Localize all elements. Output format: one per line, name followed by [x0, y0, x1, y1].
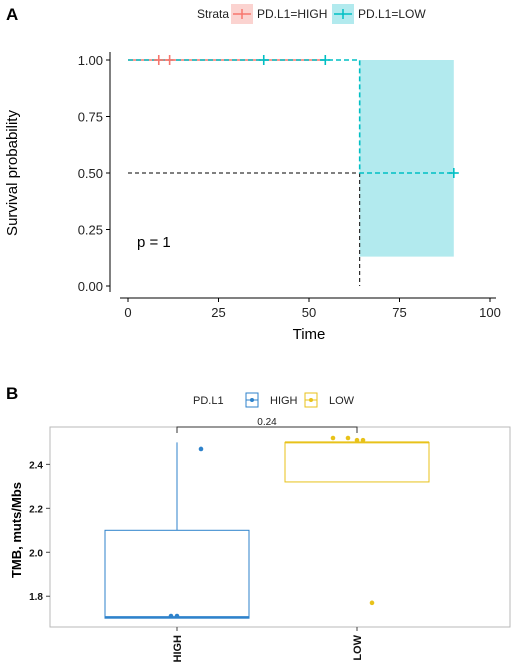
data-point-1 [345, 435, 351, 441]
y-tick-label-0: 1.8 [29, 592, 43, 603]
x-tick-label-1: LOW [352, 634, 364, 660]
y-tick-label-2: 0.50 [78, 166, 103, 181]
x-axis-label: Time [293, 326, 326, 343]
comparison-label: 0.24 [257, 417, 277, 428]
legend-label-0: HIGH [270, 395, 298, 407]
box-high [104, 442, 250, 619]
survival-curve-1 [128, 59, 454, 174]
legend-label-0: PD.L1=HIGH [257, 7, 327, 21]
box-body [284, 441, 430, 483]
y-axis-label: TMB, muts/Mbs [9, 482, 24, 578]
y-tick-label-0: 0.00 [78, 279, 103, 294]
plot-frame [49, 426, 511, 628]
legend-title: Strata [197, 7, 229, 21]
x-tick-label-1: 25 [211, 305, 225, 320]
censor-mark-0-0 [153, 55, 164, 65]
x-tick-label-3: 75 [392, 305, 406, 320]
x-tick-label-0: 0 [124, 305, 131, 320]
censor-mark-0-1 [164, 55, 175, 65]
data-point-0 [168, 613, 174, 619]
p-value-annotation: p = 1 [137, 234, 171, 251]
y-tick-label-3: 0.75 [78, 110, 103, 125]
y-tick-label-1: 2.0 [29, 548, 43, 559]
panel-a-letter: A [6, 5, 18, 24]
confidence-band-1 [359, 60, 454, 257]
panel-b-letter: B [6, 384, 18, 403]
x-tick-label-2: 50 [302, 305, 316, 320]
legend-key-dot-1 [309, 398, 313, 402]
panel-a-legend: Strata PD.L1=HIGH PD.L1=LOW [197, 4, 426, 24]
legend-label-1: LOW [329, 395, 355, 407]
box-low [284, 435, 430, 606]
y-tick-label-2: 2.2 [29, 504, 43, 515]
censor-mark-1-0 [258, 55, 269, 65]
survival-plot: 0.00 0.25 0.50 0.75 1.00 0 25 50 75 100 [78, 52, 501, 320]
box-plot: 1.8 2.0 2.2 2.4 HIGH LOW 0.24 [29, 417, 430, 663]
panel-b-legend: PD.L1 HIGH LOW [193, 392, 355, 408]
data-point-4 [369, 600, 375, 606]
legend-title: PD.L1 [193, 395, 224, 407]
x-tick-label-4: 100 [479, 305, 501, 320]
data-point-2 [198, 446, 204, 452]
censor-mark-1-2 [448, 168, 459, 178]
y-tick-label-1: 0.25 [78, 223, 103, 238]
bracket-line [176, 426, 358, 433]
y-axis-label: Survival probability [4, 110, 21, 236]
legend-label-1: PD.L1=LOW [358, 7, 426, 21]
y-tick-label-3: 2.4 [29, 460, 43, 471]
data-point-0 [330, 435, 336, 441]
legend-key-dot-0 [250, 398, 254, 402]
y-tick-label-4: 1.00 [78, 53, 103, 68]
data-point-3 [360, 437, 366, 443]
data-point-2 [354, 437, 360, 443]
x-tick-label-0: HIGH [172, 635, 184, 663]
panel-a: A Strata PD.L1=HIGH PD.L1=LOW 0.00 0.25 0.5… [4, 4, 501, 343]
censor-mark-1-1 [320, 55, 331, 65]
box-body [104, 529, 250, 619]
comparison-bracket: 0.24 [176, 417, 358, 433]
data-point-1 [174, 613, 180, 619]
